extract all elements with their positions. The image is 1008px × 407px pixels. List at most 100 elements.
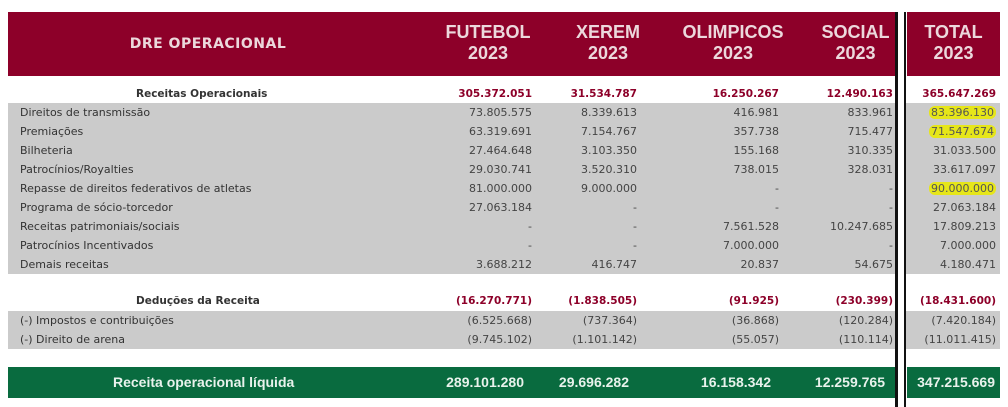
value-xerem: (1.838.505) (568, 295, 637, 307)
value-social: - (889, 239, 893, 252)
value-futebol: (6.525.668) (467, 314, 532, 327)
col-header-olimpicos: OLIMPICOS 2023 (682, 22, 784, 63)
value-social: (110.114) (838, 333, 893, 346)
table-row: Premiações 63.319.691 7.154.767 357.738 … (8, 122, 1000, 141)
value-olimpicos: 357.738 (733, 125, 780, 138)
table-row: Patrocínios/Royalties 29.030.741 3.520.3… (8, 160, 1000, 179)
value-futebol: 3.688.212 (476, 258, 532, 271)
value-olimpicos: 416.981 (733, 106, 780, 119)
table-title: DRE OPERACIONAL (129, 36, 287, 52)
row-label: Programa de sócio-torcedor (20, 201, 173, 214)
value-futebol: 81.000.000 (469, 182, 532, 195)
section-row-deducoes: Deduções da Receita (16.270.771) (1.838.… (8, 292, 1000, 311)
value-social: 715.477 (847, 125, 894, 138)
net-value-futebol: 289.101.280 (446, 374, 524, 390)
section-label: Receitas Operacionais (136, 88, 268, 100)
value-xerem: 9.000.000 (581, 182, 637, 195)
table-row: Receitas patrimoniais/sociais - - 7.561.… (8, 217, 1000, 236)
table-row: Bilheteria 27.464.648 3.103.350 155.168 … (8, 141, 1000, 160)
header-total-band: TOTAL 2023 (907, 12, 1000, 76)
value-futebol: 73.805.575 (469, 106, 532, 119)
value-olimpicos: 16.250.267 (712, 88, 779, 100)
row-label: Demais receitas (20, 258, 109, 271)
value-xerem: - (633, 220, 637, 233)
value-total: (18.431.600) (919, 295, 996, 307)
section-row-receitas: Receitas Operacionais 305.372.051 31.534… (8, 85, 1000, 104)
net-value-xerem: 29.696.282 (558, 374, 629, 390)
section-label: Deduções da Receita (136, 295, 260, 307)
value-total: (7.420.184) (931, 314, 996, 327)
table-row: Direitos de transmissão 73.805.575 8.339… (8, 103, 1000, 122)
value-futebol: (9.745.102) (467, 333, 532, 346)
col-header-futebol: FUTEBOL 2023 (445, 22, 531, 63)
value-xerem: 3.103.350 (581, 144, 637, 157)
value-futebol: 29.030.741 (469, 163, 532, 176)
net-revenue-band: Receita operacional líquida 289.101.280 … (8, 367, 896, 398)
value-total: 7.000.000 (940, 239, 996, 252)
value-social: (120.284) (838, 314, 893, 327)
net-value-total: 347.215.669 (917, 374, 995, 390)
value-xerem: (1.101.142) (572, 333, 637, 346)
value-futebol: 27.063.184 (469, 201, 532, 214)
value-social: 328.031 (847, 163, 894, 176)
value-futebol: 305.372.051 (458, 88, 532, 100)
row-label: (-) Impostos e contribuições (20, 314, 174, 327)
column-gap (898, 85, 906, 367)
column-separator (895, 12, 898, 407)
value-total: 27.063.184 (933, 201, 996, 214)
table-row: (-) Impostos e contribuições (6.525.668)… (8, 311, 1000, 330)
value-xerem: 3.520.310 (581, 163, 637, 176)
col-header-total: TOTAL 2023 (924, 22, 983, 63)
row-label: Patrocínios Incentivados (20, 239, 154, 252)
net-revenue-total-band: 347.215.669 (907, 367, 1000, 398)
value-xerem: 416.747 (591, 258, 638, 271)
value-futebol: 63.319.691 (469, 125, 532, 138)
row-label: Direitos de transmissão (20, 106, 151, 119)
value-olimpicos: 20.837 (740, 258, 780, 271)
net-value-olimpicos: 16.158.342 (700, 374, 771, 390)
value-xerem: 7.154.767 (581, 125, 637, 138)
total-column-border (904, 12, 906, 407)
value-olimpicos: 7.000.000 (723, 239, 779, 252)
table-row: Repasse de direitos federativos de atlet… (8, 179, 1000, 198)
net-revenue-label: Receita operacional líquida (113, 374, 295, 390)
table-row: (-) Direito de arena (9.745.102) (1.101.… (8, 330, 1000, 349)
col-header-social: SOCIAL 2023 (821, 22, 890, 63)
row-label: Receitas patrimoniais/sociais (20, 220, 180, 233)
value-olimpicos: - (775, 182, 779, 195)
value-social: (230.399) (835, 295, 893, 307)
table-row: Programa de sócio-torcedor 27.063.184 - … (8, 198, 1000, 217)
value-olimpicos: 155.168 (733, 144, 780, 157)
value-xerem: 8.339.613 (581, 106, 637, 119)
value-total: 90.000.000 (8, 179, 996, 198)
table-row: Demais receitas 3.688.212 416.747 20.837… (8, 255, 1000, 274)
highlighted-value: 71.547.674 (929, 125, 996, 138)
row-label: (-) Direito de arena (20, 333, 125, 346)
table-row: Patrocínios Incentivados - - 7.000.000 -… (8, 236, 1000, 255)
value-olimpicos: (55.057) (731, 333, 779, 346)
value-total: 33.617.097 (933, 163, 996, 176)
value-olimpicos: 7.561.528 (723, 220, 779, 233)
value-olimpicos: (36.868) (731, 314, 779, 327)
value-futebol: - (528, 239, 532, 252)
value-social: 12.490.163 (826, 88, 893, 100)
value-xerem: - (633, 239, 637, 252)
value-total: (11.011.415) (924, 333, 996, 346)
value-total: 365.647.269 (922, 88, 996, 100)
value-xerem: 31.534.787 (570, 88, 637, 100)
value-total: 31.033.500 (933, 144, 996, 157)
row-label: Premiações (20, 125, 84, 138)
value-olimpicos: - (775, 201, 779, 214)
highlighted-value: 83.396.130 (929, 106, 996, 119)
value-xerem: - (633, 201, 637, 214)
value-social: 54.675 (854, 258, 894, 271)
header-band: DRE OPERACIONAL FUTEBOL 2023 XEREM 2023 … (8, 12, 896, 76)
net-value-social: 12.259.765 (814, 374, 885, 390)
value-total: 4.180.471 (940, 258, 996, 271)
value-total: 71.547.674 (8, 122, 996, 141)
value-xerem: (737.364) (582, 314, 637, 327)
col-header-xerem: XEREM 2023 (575, 22, 640, 63)
highlighted-value: 90.000.000 (929, 182, 996, 195)
value-social: 10.247.685 (830, 220, 893, 233)
value-social: 310.335 (847, 144, 894, 157)
